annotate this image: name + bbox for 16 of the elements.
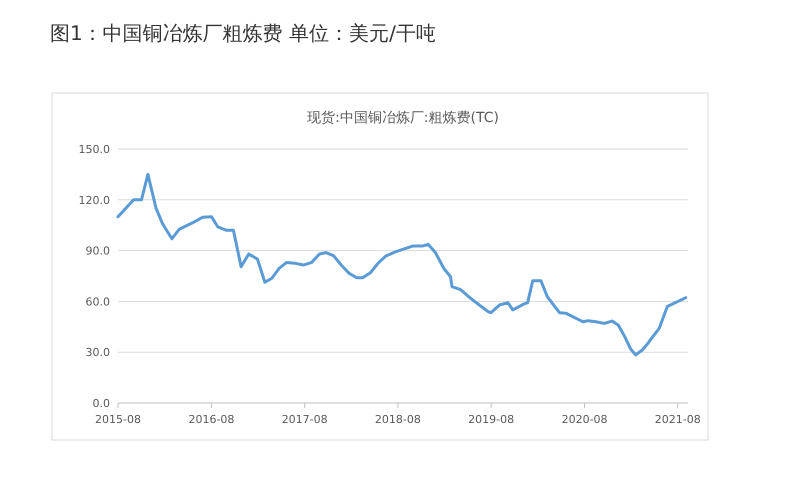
y-tick-label: 120.0 — [78, 194, 110, 207]
chart-subtitle: 现货:中国铜冶炼厂:粗炼费(TC) — [307, 110, 499, 126]
y-tick-label: 0.0 — [92, 397, 110, 410]
x-tick-label: 2016-08 — [188, 413, 234, 426]
y-tick-label: 90.0 — [86, 244, 110, 258]
x-tick-label: 2015-08 — [95, 413, 141, 426]
x-tick-label: 2020-08 — [562, 413, 608, 426]
x-tick-label: 2019-08 — [468, 413, 514, 426]
line-series — [116, 172, 688, 356]
chart-title: 图1：中国铜冶炼厂粗炼费 单位：美元/干吨 — [50, 21, 436, 45]
y-tick-label: 60.0 — [86, 295, 110, 308]
y-tick-label: 30.0 — [86, 346, 110, 360]
y-tick-label: 150.0 — [78, 143, 110, 156]
x-tick-label: 2018-08 — [374, 413, 421, 426]
x-tick-label: 2017-08 — [282, 413, 328, 426]
x-tick-label: 2021-08 — [654, 413, 701, 426]
